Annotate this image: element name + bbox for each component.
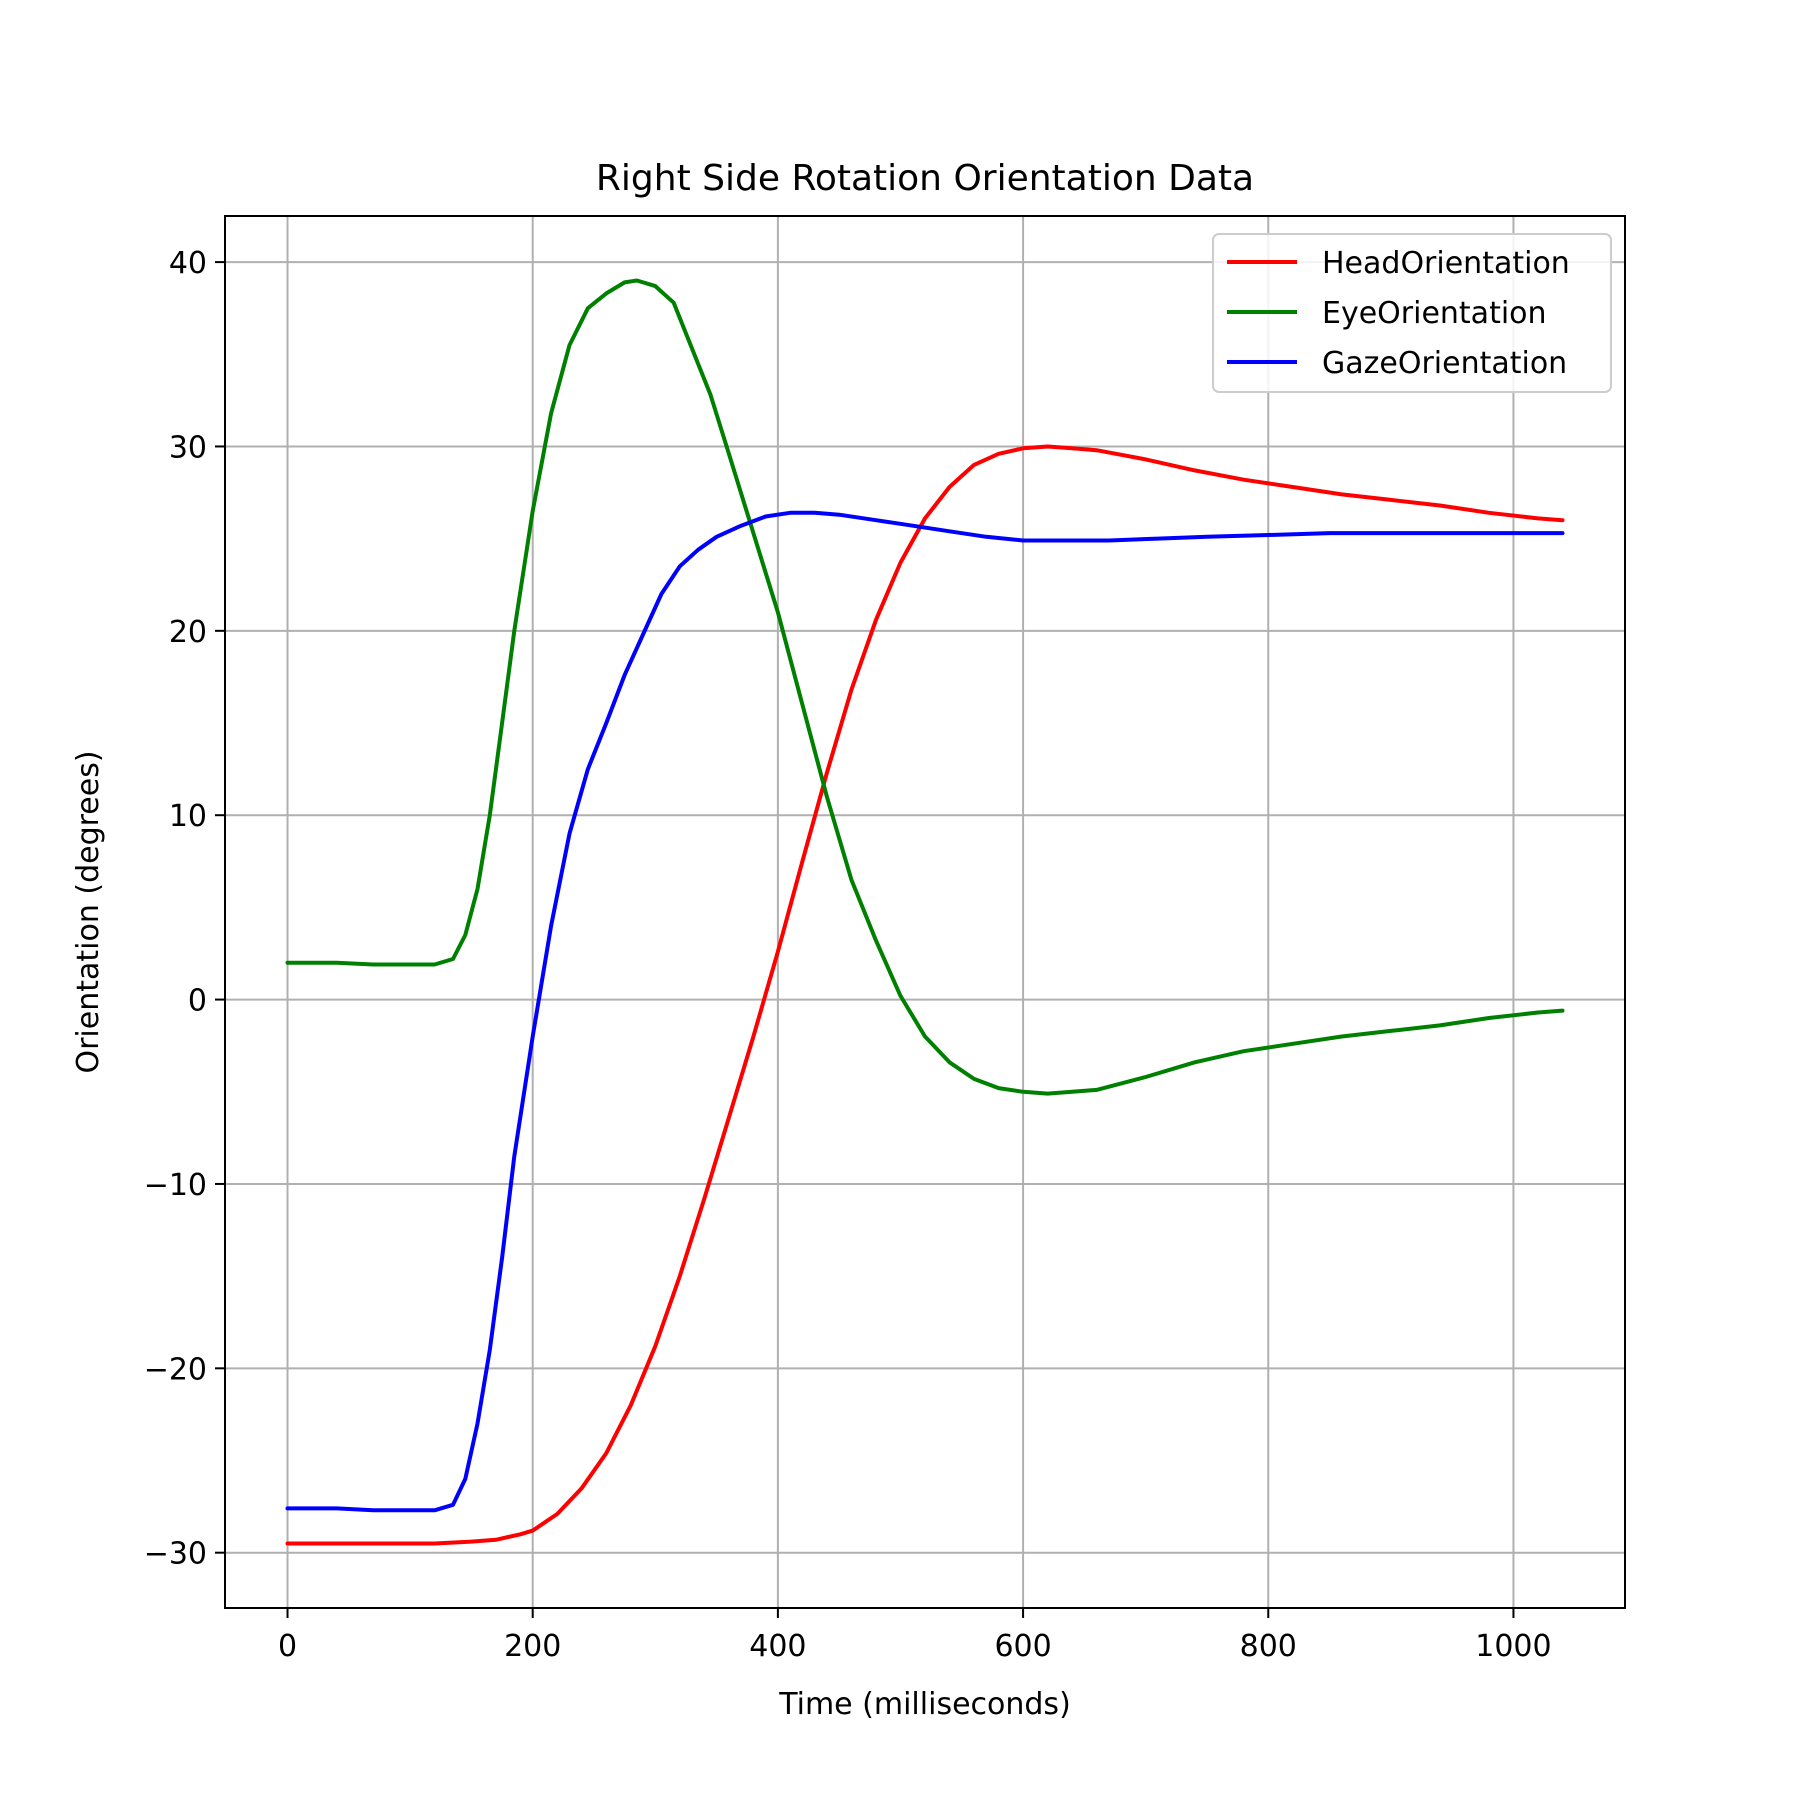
legend-items: HeadOrientation EyeOrientation GazeOrienta… [1227, 246, 1570, 381]
legend-label-headorientation: HeadOrientation [1322, 246, 1570, 281]
x-axis-label: Time (milliseconds) [778, 1687, 1071, 1722]
y-tick-label: −20 [144, 1352, 207, 1387]
y-tick-label: −10 [144, 1168, 207, 1203]
grid-lines [225, 216, 1625, 1608]
x-tick-label: 400 [749, 1629, 806, 1664]
chart-title: Right Side Rotation Orientation Data [596, 158, 1254, 199]
legend-label-gazeorientation: GazeOrientation [1322, 346, 1567, 381]
series-line-eyeorientation [285, 278, 1565, 1096]
y-tick-label: −30 [144, 1537, 207, 1572]
series-lines [285, 278, 1565, 1546]
y-tick-label: 20 [169, 615, 207, 650]
y-tick-label: 40 [169, 246, 207, 281]
y-tick-label: 0 [188, 984, 207, 1019]
x-axis-ticks: 0 200 400 600 800 1000 [278, 1608, 1552, 1664]
y-axis-label: Orientation (degrees) [71, 750, 106, 1073]
series-line-headorientation [285, 444, 1565, 1546]
x-tick-label: 0 [278, 1629, 297, 1664]
legend-box [1212, 233, 1612, 393]
y-tick-label: 30 [169, 430, 207, 465]
x-tick-label: 600 [994, 1629, 1051, 1664]
x-tick-label: 800 [1240, 1629, 1297, 1664]
x-tick-label: 1000 [1475, 1629, 1551, 1664]
series-line-gazeorientation [285, 510, 1565, 1513]
y-axis-ticks: −30 −20 −10 0 10 20 30 40 [144, 246, 225, 1572]
x-tick-label: 200 [504, 1629, 561, 1664]
y-tick-label: 10 [169, 799, 207, 834]
legend-label-eyeorientation: EyeOrientation [1322, 296, 1547, 331]
plot-area-frame [224, 215, 1626, 1609]
legend: HeadOrientation EyeOrientation GazeOrienta… [1212, 233, 1612, 393]
